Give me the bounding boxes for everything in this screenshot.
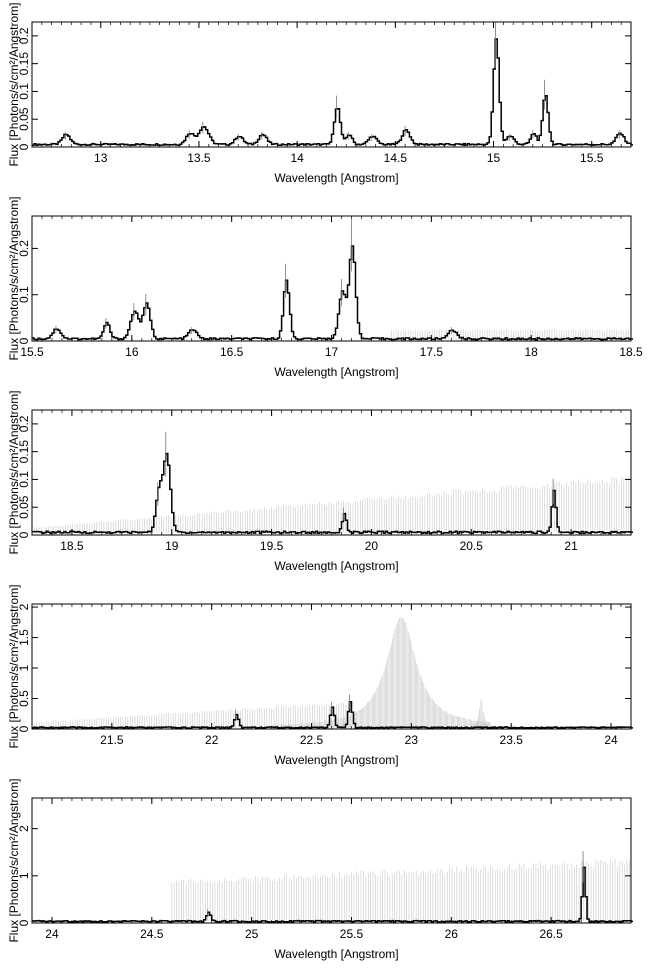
x-tick-label: 24 — [45, 927, 59, 941]
y-tick-label: 0.2 — [17, 415, 31, 432]
error-band — [171, 859, 630, 921]
x-tick-label: 20.5 — [460, 539, 484, 553]
y-tick-label: 1.5 — [17, 629, 31, 646]
x-tick-label: 16.5 — [220, 345, 244, 359]
x-tick-label: 22.5 — [300, 733, 324, 747]
panel-1: 13 13.5 14 14.5 15 15.5 0 0.05 0.1 0.15 0.2 Wavelen… — [7, 2, 633, 185]
panel-5: 24 24.5 25 25.5 26 26.5 0 1 2 Wavelength [Angstro… — [7, 778, 633, 961]
x-tick-label: 13.5 — [187, 151, 211, 165]
x-tick-label: 15 — [487, 151, 501, 165]
plot-frame — [31, 215, 632, 342]
y-axis-label: Flux [Photons/s/cm²/Angstrom] — [7, 196, 21, 360]
x-axis-label: Wavelength [Angstrom] — [274, 365, 398, 379]
y-tick-label: 0 — [17, 725, 31, 732]
spectrum-line — [32, 245, 633, 341]
y-tick-label: 0.1 — [17, 83, 31, 100]
x-tick-label: 26 — [445, 927, 459, 941]
y-tick-label: 1 — [17, 664, 31, 671]
error-band — [271, 616, 492, 729]
x-axis-label: Wavelength [Angstrom] — [274, 171, 398, 185]
x-tick-label: 14 — [290, 151, 304, 165]
x-axis-label: Wavelength [Angstrom] — [274, 559, 398, 573]
y-tick-label: 0.2 — [17, 27, 31, 44]
x-tick-label: 21 — [564, 539, 578, 553]
x-tick-label: 25 — [245, 927, 259, 941]
y-tick-label: 0.05 — [17, 495, 31, 519]
x-tick-label: 19.5 — [260, 539, 284, 553]
x-tick-label: 15.5 — [580, 151, 604, 165]
x-tick-label: 23.5 — [500, 733, 524, 747]
y-tick-label: 0.05 — [17, 107, 31, 131]
y-tick-label: 2 — [17, 825, 31, 832]
y-tick-label: 0 — [17, 919, 31, 926]
y-tick-label: 0.15 — [17, 52, 31, 76]
x-tick-label: 14.5 — [384, 151, 408, 165]
y-axis-label: Flux [Photons/s/cm²/Angstrom] — [7, 778, 21, 942]
y-axis-label: Flux [Photons/s/cm²/Angstrom] — [7, 584, 21, 748]
y-axis-label: Flux [Photons/s/cm²/Angstrom] — [7, 2, 21, 166]
y-axis-label: Flux [Photons/s/cm²/Angstrom] — [7, 390, 21, 554]
x-tick-label: 16 — [125, 345, 139, 359]
x-tick-label: 26.5 — [539, 927, 563, 941]
x-axis-label: Wavelength [Angstrom] — [274, 947, 398, 961]
x-axis-label: Wavelength [Angstrom] — [274, 753, 398, 767]
x-tick-label: 18 — [524, 345, 538, 359]
x-tick-label: 15.5 — [20, 345, 44, 359]
x-tick-label: 23 — [405, 733, 419, 747]
y-tick-label: 0.1 — [17, 471, 31, 488]
x-tick-label: 20 — [365, 539, 379, 553]
y-tick-label: 1 — [17, 872, 31, 879]
x-tick-label: 18.5 — [60, 539, 84, 553]
y-tick-label: 2 — [17, 603, 31, 610]
y-tick-label: 0 — [17, 531, 31, 538]
x-tick-label: 17.5 — [420, 345, 444, 359]
y-tick-label: 0 — [17, 143, 31, 150]
y-tick-label: 0.5 — [17, 690, 31, 707]
x-tick-label: 24.5 — [140, 927, 164, 941]
x-tick-label: 17 — [325, 345, 339, 359]
y-tick-label: 0.1 — [17, 286, 31, 303]
y-tick-label: 0.2 — [17, 240, 31, 257]
error-band — [31, 477, 629, 533]
panel-3: 18.5 19 19.5 20 20.5 21 0 0.05 0.1 0.15 0.2 Wavelen… — [7, 390, 633, 573]
x-tick-label: 18.5 — [619, 345, 643, 359]
x-tick-label: 24 — [604, 733, 618, 747]
plot-frame — [31, 21, 632, 148]
x-tick-label: 19 — [165, 539, 179, 553]
x-tick-label: 21.5 — [100, 733, 124, 747]
spectrum-line — [32, 38, 633, 147]
x-tick-label: 13 — [94, 151, 108, 165]
y-tick-label: 0 — [17, 337, 31, 344]
spectrum-line — [32, 452, 633, 535]
y-tick-label: 0.15 — [17, 440, 31, 464]
x-tick-label: 22 — [205, 733, 219, 747]
plot-frame — [31, 797, 632, 924]
panel-4: 21.5 22 22.5 23 23.5 24 0 0.5 1 1.5 2 Wavelength [A… — [7, 584, 633, 767]
x-tick-label: 25.5 — [340, 927, 364, 941]
panel-2: 15.5 16 16.5 17 17.5 18 18.5 0 0.1 0.2 Wavelength … — [7, 196, 643, 379]
